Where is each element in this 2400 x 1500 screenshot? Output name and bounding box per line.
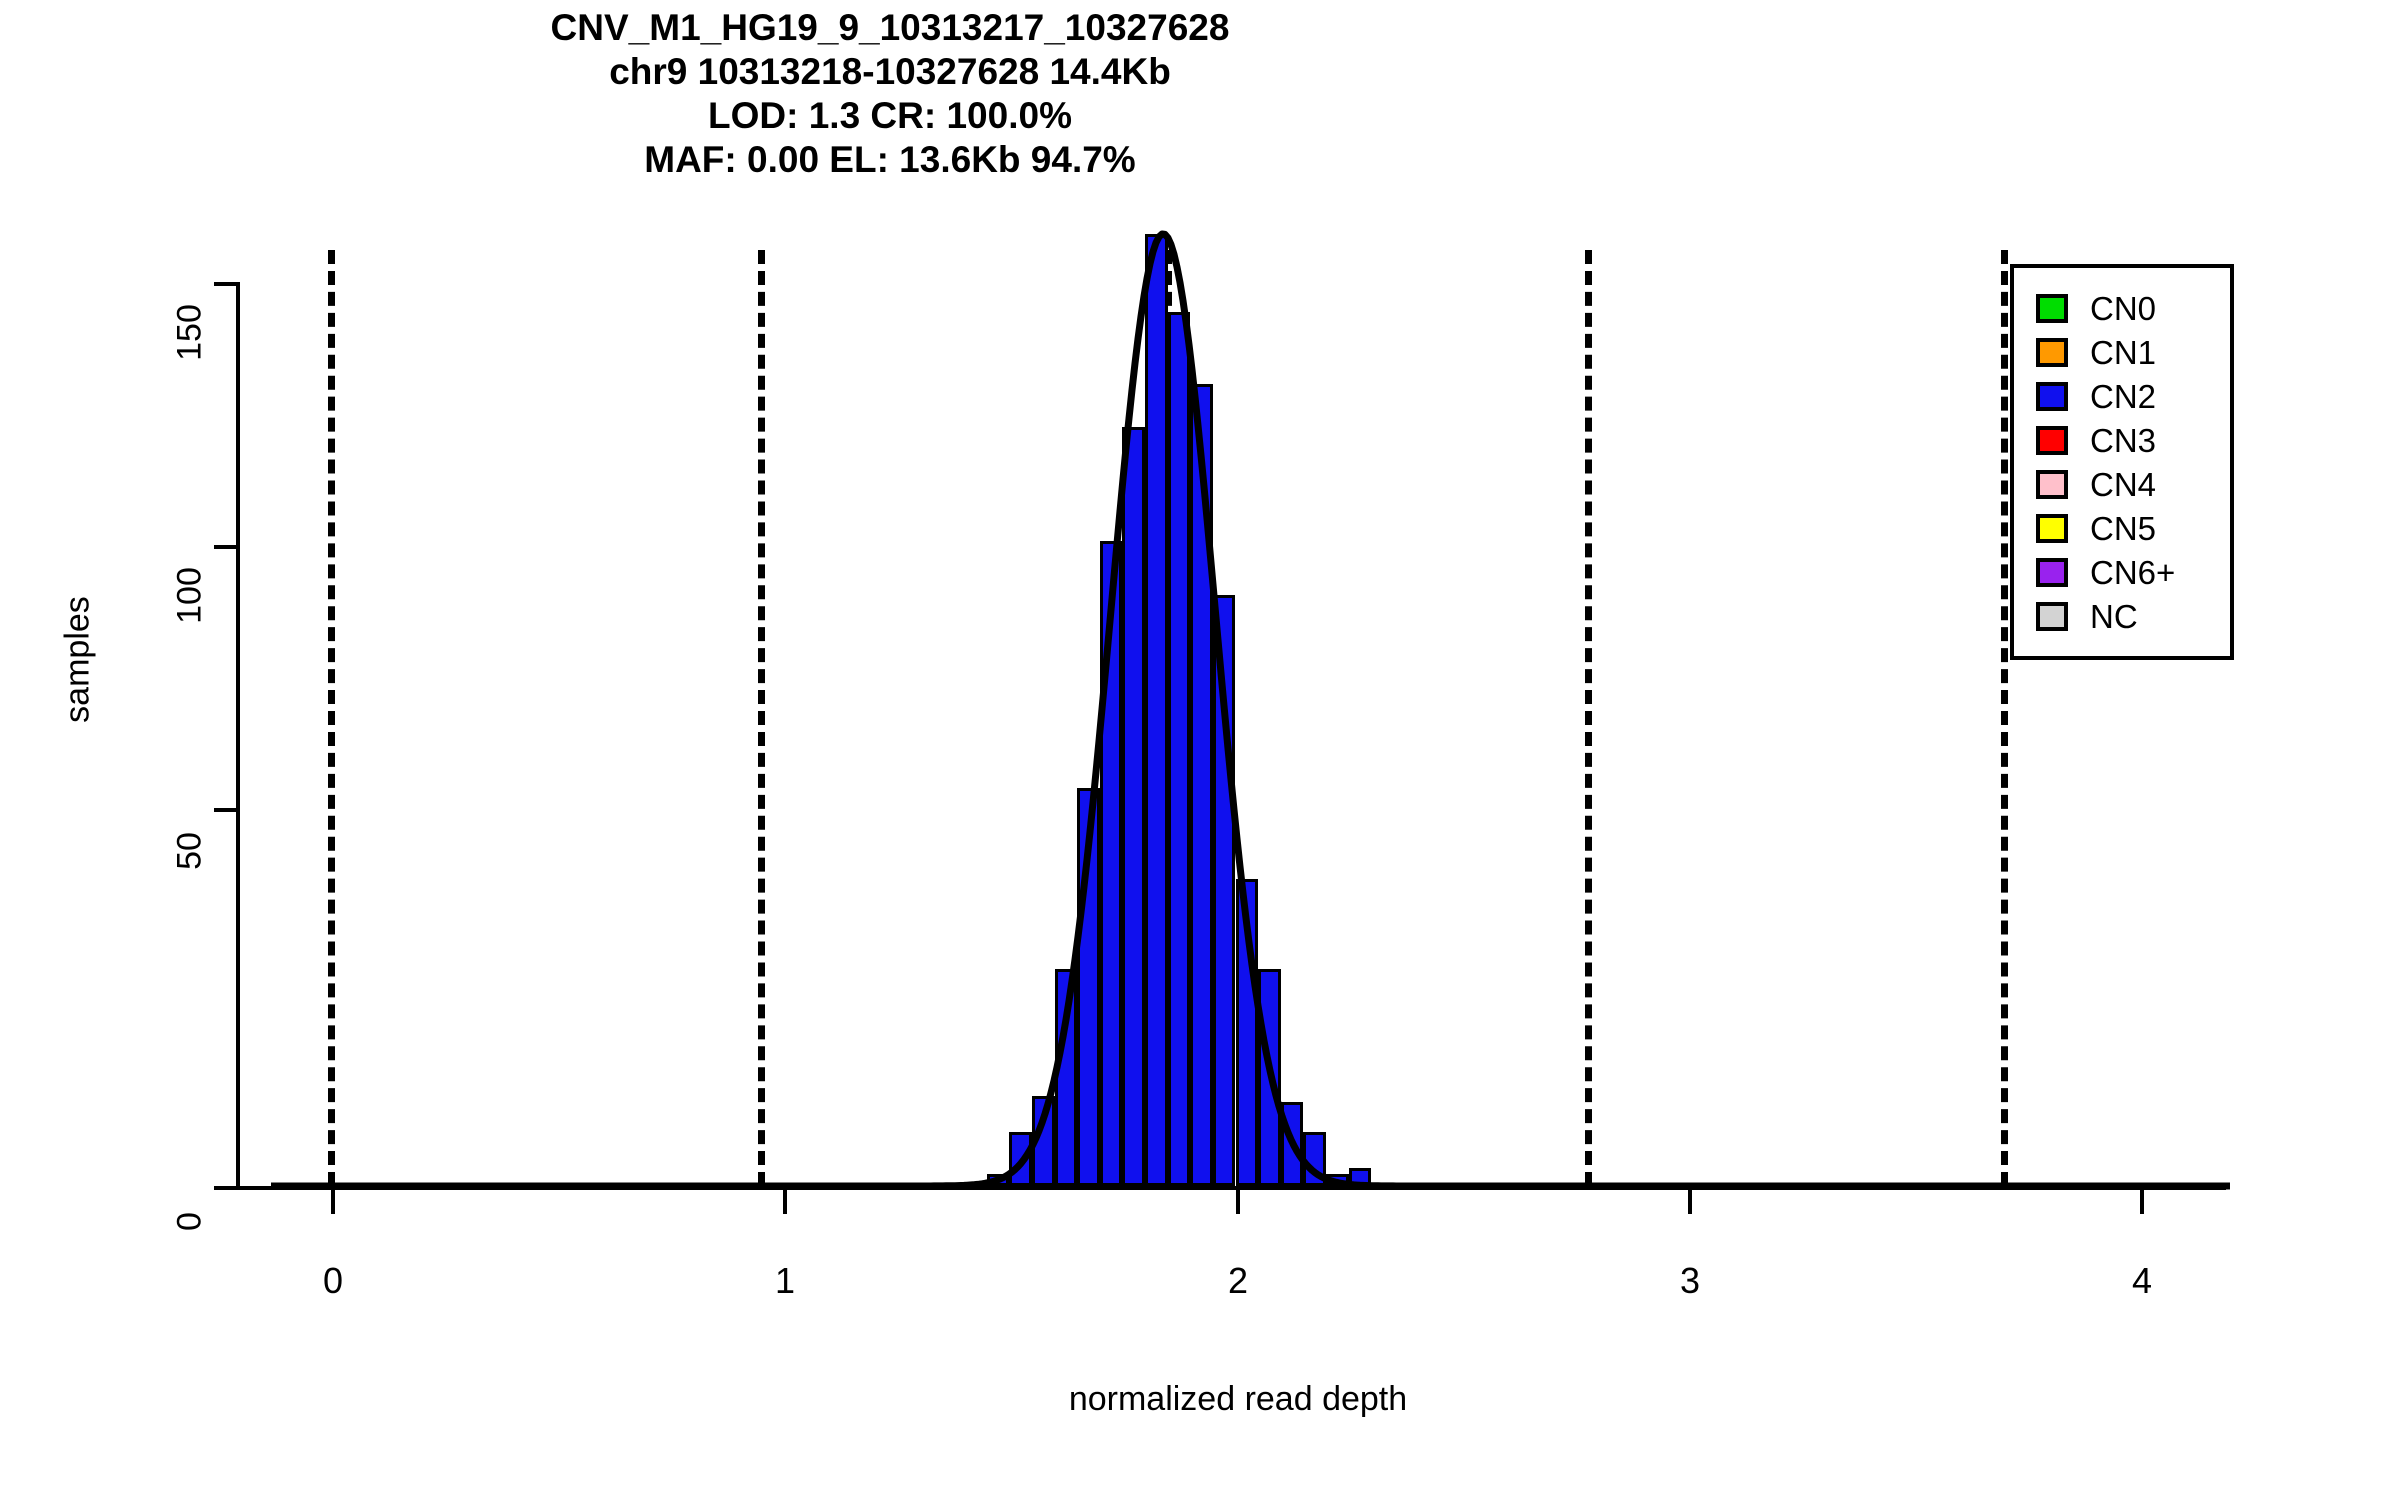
x-tick-0 [331,1188,335,1214]
histogram-bar [1348,1167,1372,1186]
legend-label: CN4 [2090,465,2157,503]
histogram-bar [1031,1095,1055,1186]
title-line-1: CNV_M1_HG19_9_10313217_10327628 [550,7,1230,48]
y-tick-100 [214,545,236,549]
legend-swatch-icon [2036,381,2068,411]
legend-box: CN0 CN1 CN2 CN3 CN4 CN5 CN6+ NC [2010,264,2234,660]
histogram-bar [1145,233,1168,1186]
histogram-bar [1077,788,1100,1186]
y-tick-label-150: 150 [170,304,209,361]
chart-title-block: CNV_M1_HG19_9_10313217_10327628 chr9 103… [0,6,1780,182]
legend-label: CN3 [2090,421,2157,459]
x-axis-line [236,1186,2226,1190]
legend-item-cn4[interactable]: CN4 [2014,462,2230,506]
legend-swatch-icon [2036,557,2068,587]
legend-swatch-icon [2036,469,2068,499]
x-tick-2 [1236,1188,1240,1214]
legend-swatch-icon [2036,337,2068,367]
x-tick-4 [2140,1188,2144,1214]
histogram-bar [1009,1131,1032,1186]
y-tick-50 [214,808,236,812]
x-tick-label-1: 1 [774,1260,796,1301]
cn-boundary-line-4 [2001,250,2009,1186]
y-tick-label-0: 0 [170,1212,209,1231]
x-tick-1 [783,1188,787,1214]
legend-swatch-icon [2036,513,2068,543]
histogram-bar [1167,312,1191,1186]
y-tick-0 [214,1186,236,1190]
histogram-bar [1054,969,1078,1186]
legend-label: CN5 [2090,509,2157,547]
histogram-bar [1212,595,1236,1186]
y-tick-150 [214,282,236,286]
cn-boundary-line-3 [1585,250,1593,1186]
legend-label: NC [2090,597,2138,635]
legend-item-cn2[interactable]: CN2 [2014,374,2230,418]
legend-swatch-icon [2036,293,2068,323]
histogram-bar [1235,878,1259,1186]
legend-item-cn0[interactable]: CN0 [2014,286,2230,330]
histogram-bar [1303,1131,1326,1186]
cn-boundary-line-0 [328,250,335,1186]
legend-label: CN2 [2090,377,2157,415]
x-axis-title: normalized read depth [1068,1380,1408,1418]
y-tick-label-100: 100 [170,567,209,624]
x-tick-label-0: 0 [322,1260,344,1301]
title-line-4: MAF: 0.00 EL: 13.6Kb 94.7% [644,139,1136,180]
title-line-3: LOD: 1.3 CR: 100.0% [708,95,1072,136]
histogram-bar [1099,541,1123,1186]
legend-swatch-icon [2036,425,2068,455]
x-tick-label-4: 4 [2131,1260,2153,1301]
x-tick-label-2: 2 [1227,1260,1249,1301]
legend-item-cn3[interactable]: CN3 [2014,418,2230,462]
legend-label: CN0 [2090,289,2157,327]
histogram-bar [986,1173,1010,1186]
legend-swatch-icon [2036,601,2068,631]
legend-item-cn1[interactable]: CN1 [2014,330,2230,374]
histogram-bar [1325,1173,1349,1186]
title-line-2: chr9 10313218-10327628 14.4Kb [609,51,1171,92]
legend-item-nc[interactable]: NC [2014,594,2230,638]
y-axis-line [236,282,240,1188]
histogram-bar [1280,1101,1304,1186]
legend-label: CN1 [2090,333,2157,371]
x-tick-3 [1688,1188,1692,1214]
legend-item-cn5[interactable]: CN5 [2014,506,2230,550]
histogram-bar [1190,384,1213,1186]
legend-item-cn6plus[interactable]: CN6+ [2014,550,2230,594]
histogram-bar [1258,969,1281,1186]
histogram-bar [1122,426,1146,1186]
legend-label: CN6+ [2090,553,2176,591]
y-tick-label-50: 50 [170,832,209,870]
x-tick-label-3: 3 [1679,1260,1701,1301]
cn-boundary-line-1 [757,250,765,1186]
